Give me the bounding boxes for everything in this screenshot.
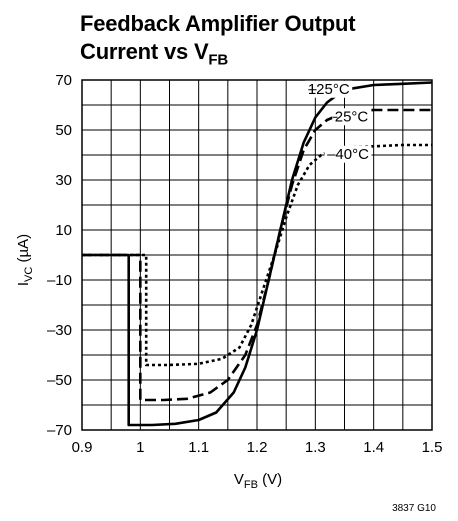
y-tick-labels: 70 50 30 10 –10 –30 –50 –70 — [47, 72, 72, 439]
annotation-label: –40°C — [327, 146, 369, 163]
chart-title-line2: Current vs VFB — [80, 38, 355, 74]
chart-title-line2-sub: FB — [208, 51, 229, 69]
y-axis-label: IVC (µA) — [15, 234, 35, 286]
y-tick-label: 50 — [55, 122, 72, 139]
x-axis-label: VFB (V) — [234, 471, 282, 491]
y-tick-label: 10 — [55, 222, 72, 239]
x-tick-label: 0.9 — [72, 439, 93, 456]
series-line-1 — [82, 108, 432, 402]
x-axis-label-main: V — [234, 471, 244, 488]
annotation-label: 125°C — [308, 81, 350, 98]
y-axis-label-unit: (µA) — [15, 234, 32, 267]
x-tick-label: 1 — [136, 439, 144, 456]
x-axis-label-sub: FB — [244, 479, 258, 491]
chart-title-line1: Feedback Amplifier Output — [80, 11, 356, 36]
x-axis-label-unit: (V) — [258, 471, 282, 488]
annotation-bg — [305, 80, 353, 98]
y-tick-label: –30 — [47, 322, 72, 339]
annotations: 125°C 25°C –40°C — [305, 80, 372, 163]
y-tick-label: –70 — [47, 422, 72, 439]
x-tick-label: 1.5 — [422, 439, 443, 456]
annotation-bg — [324, 145, 372, 163]
plot-frame — [81, 79, 433, 431]
chart-title-line2-text: Current vs V — [80, 39, 209, 64]
y-axis-label-main: I — [15, 282, 32, 286]
y-tick-label: 30 — [55, 172, 72, 189]
x-tick-label: 1.4 — [363, 439, 384, 456]
y-tick-label: 70 — [55, 72, 72, 89]
y-tick-label: –10 — [47, 272, 72, 289]
y-axis-label-sub: VC — [23, 267, 35, 282]
annotation-bg — [332, 108, 371, 126]
y-tick-label: –50 — [47, 372, 72, 389]
x-tick-labels: 0.9 1 1.1 1.2 1.3 1.4 1.5 — [72, 439, 443, 456]
chart-title: Feedback Amplifier Output Current vs VFB — [80, 10, 356, 74]
x-tick-label: 1.1 — [188, 439, 209, 456]
annotation-label: 25°C — [335, 108, 369, 125]
x-tick-label: 1.3 — [305, 439, 326, 456]
figure-code: 3837 G10 — [392, 503, 436, 514]
x-tick-label: 1.2 — [247, 439, 268, 456]
grid — [82, 80, 432, 430]
